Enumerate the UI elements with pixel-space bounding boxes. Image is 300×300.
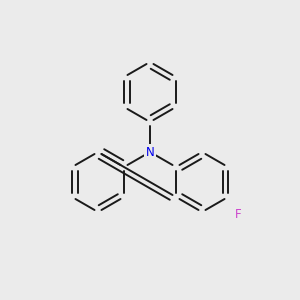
Text: F: F <box>235 208 241 221</box>
Text: N: N <box>146 146 154 158</box>
